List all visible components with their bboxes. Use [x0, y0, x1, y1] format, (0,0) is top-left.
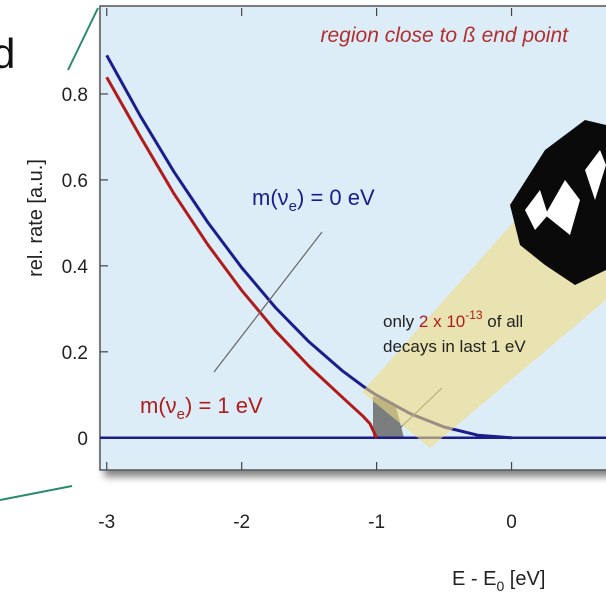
- annotation-massive: m(νe) = 1 eV: [140, 393, 263, 423]
- x-tick-label: -2: [233, 512, 250, 533]
- x-tick-label: -1: [368, 512, 385, 533]
- y-axis-label: rel. rate [a.u.]: [25, 159, 47, 277]
- y-tick-label: 0.6: [62, 171, 88, 192]
- annotation-fraction: decays in last 1 eV: [383, 337, 526, 356]
- annotation-massless: m(νe) = 0 eV: [252, 185, 375, 215]
- decor-line: [0, 485, 73, 501]
- x-axis-label: E - E0 [eV]: [452, 568, 545, 594]
- decor-line: [67, 7, 99, 71]
- y-tick-label: 0.2: [62, 343, 88, 364]
- detector-icon: [510, 120, 606, 285]
- x-tick-label: 0: [506, 512, 517, 533]
- annotation-pointer: [213, 231, 323, 373]
- x-tick-label: -3: [98, 512, 115, 533]
- series-line: [105, 76, 378, 439]
- y-tick-label: 0: [77, 429, 88, 450]
- background-text: d: [0, 30, 15, 77]
- annotation-fraction: only 2 x 10-13 of all: [383, 308, 523, 331]
- y-tick-label: 0.4: [62, 257, 89, 278]
- chart-title: region close to ß end point: [321, 24, 570, 47]
- y-tick-label: 0.8: [62, 85, 88, 106]
